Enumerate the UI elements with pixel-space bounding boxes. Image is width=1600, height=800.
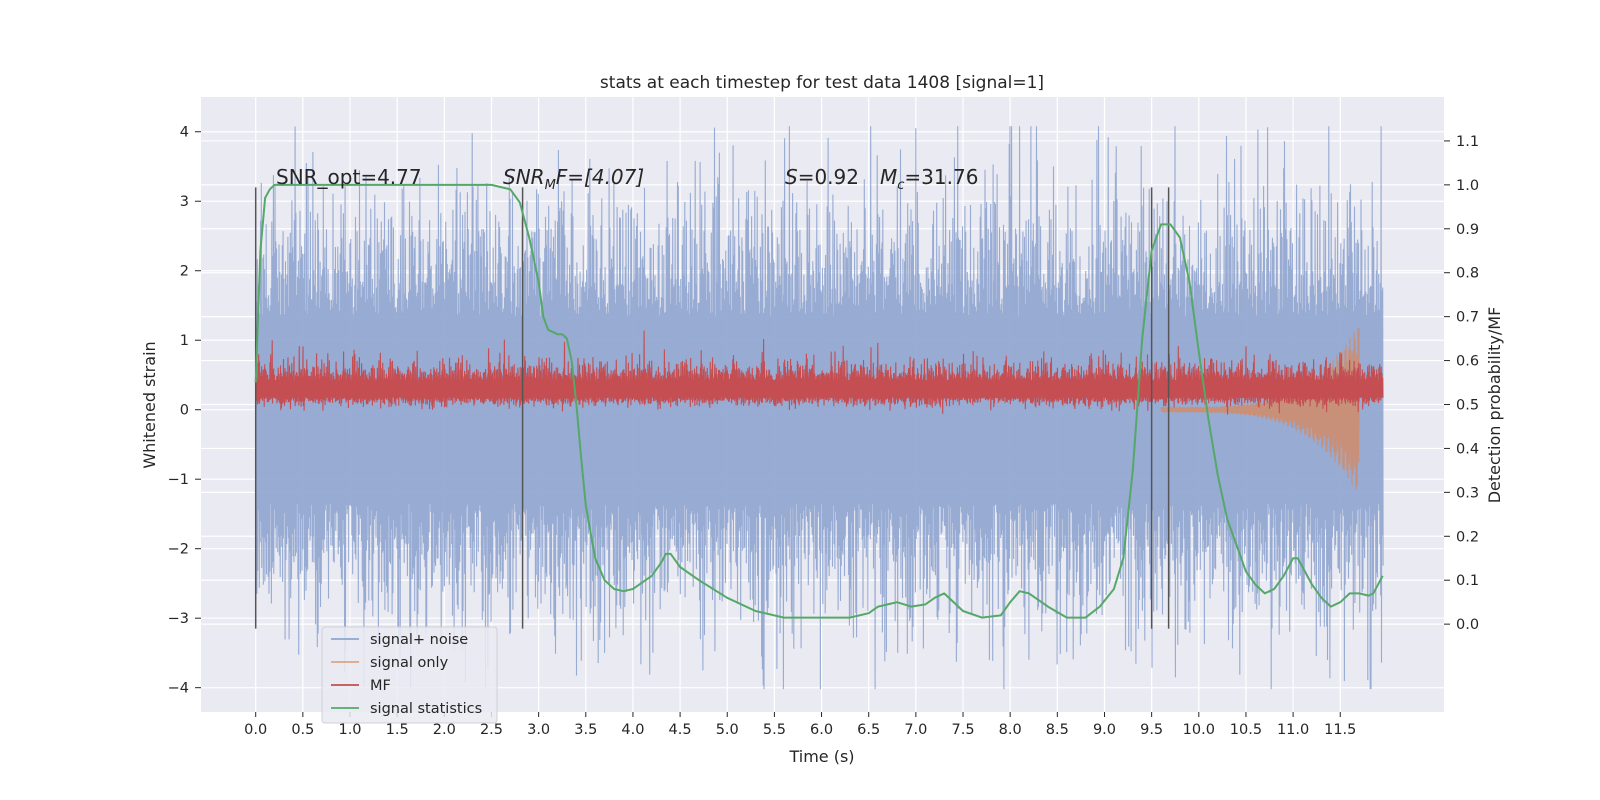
- legend-label-signal-statistics: signal statistics: [370, 701, 482, 717]
- x-tick-label: 4.0: [621, 722, 644, 738]
- annotation-snr-mf: SNRMF=[4.07]: [503, 165, 644, 193]
- series-mf: [255, 330, 1384, 415]
- y-right-tick-label: 0.2: [1456, 529, 1479, 545]
- x-tick-label: 0.0: [244, 722, 267, 738]
- series-mf-line: [255, 330, 1384, 415]
- y-axis-left-label: Whitened strain: [140, 341, 159, 468]
- y-axis-right-label: Detection probability/MF: [1485, 307, 1504, 504]
- y-left-tick-label: 1: [180, 333, 189, 349]
- x-tick-label: 8.0: [999, 722, 1022, 738]
- y-left-tick-label: 0: [180, 403, 189, 419]
- x-tick-label: 9.5: [1140, 722, 1163, 738]
- y-right-tick-label: 0.9: [1456, 222, 1479, 238]
- x-tick-label: 9.0: [1093, 722, 1116, 738]
- x-tick-label: 1.5: [386, 722, 409, 738]
- y-right-tick-label: 0.4: [1456, 441, 1479, 457]
- x-tick-label: 7.5: [951, 722, 974, 738]
- x-tick-label: 4.5: [669, 722, 692, 738]
- y-left-tick-label: −2: [168, 542, 189, 558]
- y-right-tick-label: 1.0: [1456, 178, 1479, 194]
- annotation-mc-label: M: [880, 165, 897, 189]
- x-tick-label: 6.5: [857, 722, 880, 738]
- x-tick-label: 0.5: [291, 722, 314, 738]
- x-tick-label: 2.0: [433, 722, 456, 738]
- x-tick-label: 7.0: [904, 722, 927, 738]
- x-tick-label: 10.5: [1230, 722, 1262, 738]
- y-right-tick-label: 0.5: [1456, 398, 1479, 414]
- y-right-tick-label: 0.0: [1456, 617, 1479, 633]
- y-left-tick-label: 2: [180, 264, 189, 280]
- x-tick-label: 1.0: [338, 722, 361, 738]
- annotation-s-value: =0.92: [798, 165, 859, 189]
- legend-label-mf: MF: [370, 678, 391, 694]
- annotation-mc-value: =31.76: [904, 165, 978, 189]
- x-tick-label: 8.5: [1046, 722, 1069, 738]
- x-tick-label: 11.5: [1324, 722, 1356, 738]
- event-markers: [254, 187, 1170, 629]
- legend-box: [321, 626, 498, 724]
- annotation-mc-sub: c: [897, 178, 904, 193]
- annotation-snr-mf-label: SNR: [503, 165, 545, 189]
- y-left-tick-label: 4: [180, 125, 189, 141]
- x-tick-label: 5.0: [716, 722, 739, 738]
- annotation-mc: Mc=31.76: [880, 165, 978, 193]
- y-right-tick-label: 0.3: [1456, 485, 1479, 501]
- annotation-snr-opt: SNR_opt=4.77: [276, 165, 422, 189]
- series-signal-statistics: [254, 183, 1384, 619]
- legend-label-signal-noise: signal+ noise: [370, 632, 468, 648]
- legend-label-signal-only: signal only: [370, 655, 449, 671]
- annotation-s-label: S: [785, 165, 798, 189]
- y-left-tick-label: 3: [180, 194, 189, 210]
- annotation-s: S=0.92: [785, 165, 859, 189]
- y-left-tick-label: −1: [168, 472, 189, 488]
- legend: signal+ noise signal only MF signal stat…: [321, 626, 498, 724]
- chart-title: stats at each timestep for test data 140…: [600, 73, 1044, 93]
- x-tick-label: 3.0: [527, 722, 550, 738]
- x-tick-label: 6.0: [810, 722, 833, 738]
- x-tick-label: 3.5: [574, 722, 597, 738]
- y-right-tick-label: 0.1: [1456, 573, 1479, 589]
- x-tick-label: 10.0: [1183, 722, 1215, 738]
- y-right-tick-label: 0.7: [1456, 310, 1479, 326]
- annotation-snr-mf-sub: M: [545, 178, 556, 193]
- x-axis-label: Time (s): [788, 747, 854, 766]
- y-right-tick-label: 0.6: [1456, 354, 1479, 370]
- x-tick-label: 2.5: [480, 722, 503, 738]
- y-left-tick-label: −4: [168, 681, 189, 697]
- x-tick-label: 11.0: [1277, 722, 1309, 738]
- y-right-tick-label: 1.1: [1456, 134, 1479, 150]
- y-left-tick-label: −3: [168, 611, 189, 627]
- y-right-tick-label: 0.8: [1456, 266, 1479, 282]
- axis-ticks: 0.0 0.5 1.0 1.5 2.0 2.5 3.0 3.5 4.0 4.5 5.0 5.5 6.0 6…: [168, 125, 1479, 738]
- annotation-snr-mf-rest: F=[4.07]: [556, 165, 644, 189]
- x-tick-label: 5.5: [763, 722, 786, 738]
- series-signal-statistics-line: [254, 183, 1384, 619]
